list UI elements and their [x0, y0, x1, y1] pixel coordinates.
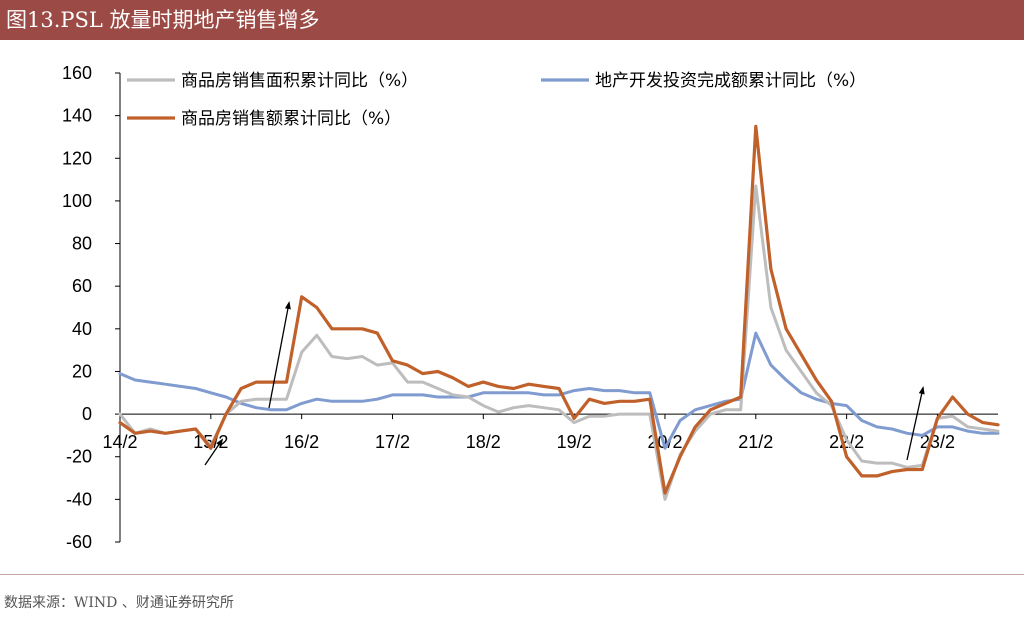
legend-label: 地产开发投资完成额累计同比（%）	[595, 71, 866, 91]
x-tick-label: 18/2	[466, 432, 501, 452]
y-tick-label: 20	[72, 361, 92, 381]
y-tick-label: -40	[66, 489, 92, 509]
x-tick-label: 17/2	[375, 432, 410, 452]
y-tick-label: 160	[62, 63, 92, 83]
series-line-1	[118, 184, 1000, 501]
series-line-2	[118, 331, 1000, 450]
trend-arrow	[268, 301, 291, 409]
legend-label: 商品房销售面积累计同比（%）	[181, 71, 418, 91]
x-tick-label: 21/2	[738, 432, 773, 452]
series-layer	[118, 124, 1000, 501]
y-tick-label: 100	[62, 191, 92, 211]
y-tick-label: 60	[72, 276, 92, 296]
chart-title: 图13.PSL 放量时期地产销售增多	[0, 0, 1024, 40]
y-tick-label: 120	[62, 148, 92, 168]
y-tick-label: 40	[72, 319, 92, 339]
legend: 商品房销售面积累计同比（%） 地产开发投资完成额累计同比（%） 商品房销售额累计同比…	[127, 71, 866, 129]
source-note: 数据来源：WIND 、财通证券研究所	[4, 595, 234, 611]
x-tick-label: 14/2	[102, 432, 137, 452]
y-tick-label: 80	[72, 234, 92, 254]
legend-label: 商品房销售额累计同比（%）	[181, 109, 401, 129]
annotation-arrows	[204, 301, 925, 466]
y-tick-label: -20	[66, 447, 92, 467]
x-tick-label: 19/2	[557, 432, 592, 452]
footer-divider	[0, 574, 1024, 575]
trend-arrow	[906, 386, 925, 461]
series-line-3	[118, 124, 1000, 495]
y-tick-label: 140	[62, 106, 92, 126]
trend-arrow	[204, 438, 224, 466]
x-tick-label: 16/2	[284, 432, 319, 452]
y-tick-label: 0	[82, 404, 92, 424]
y-tick-label: -60	[66, 532, 92, 552]
